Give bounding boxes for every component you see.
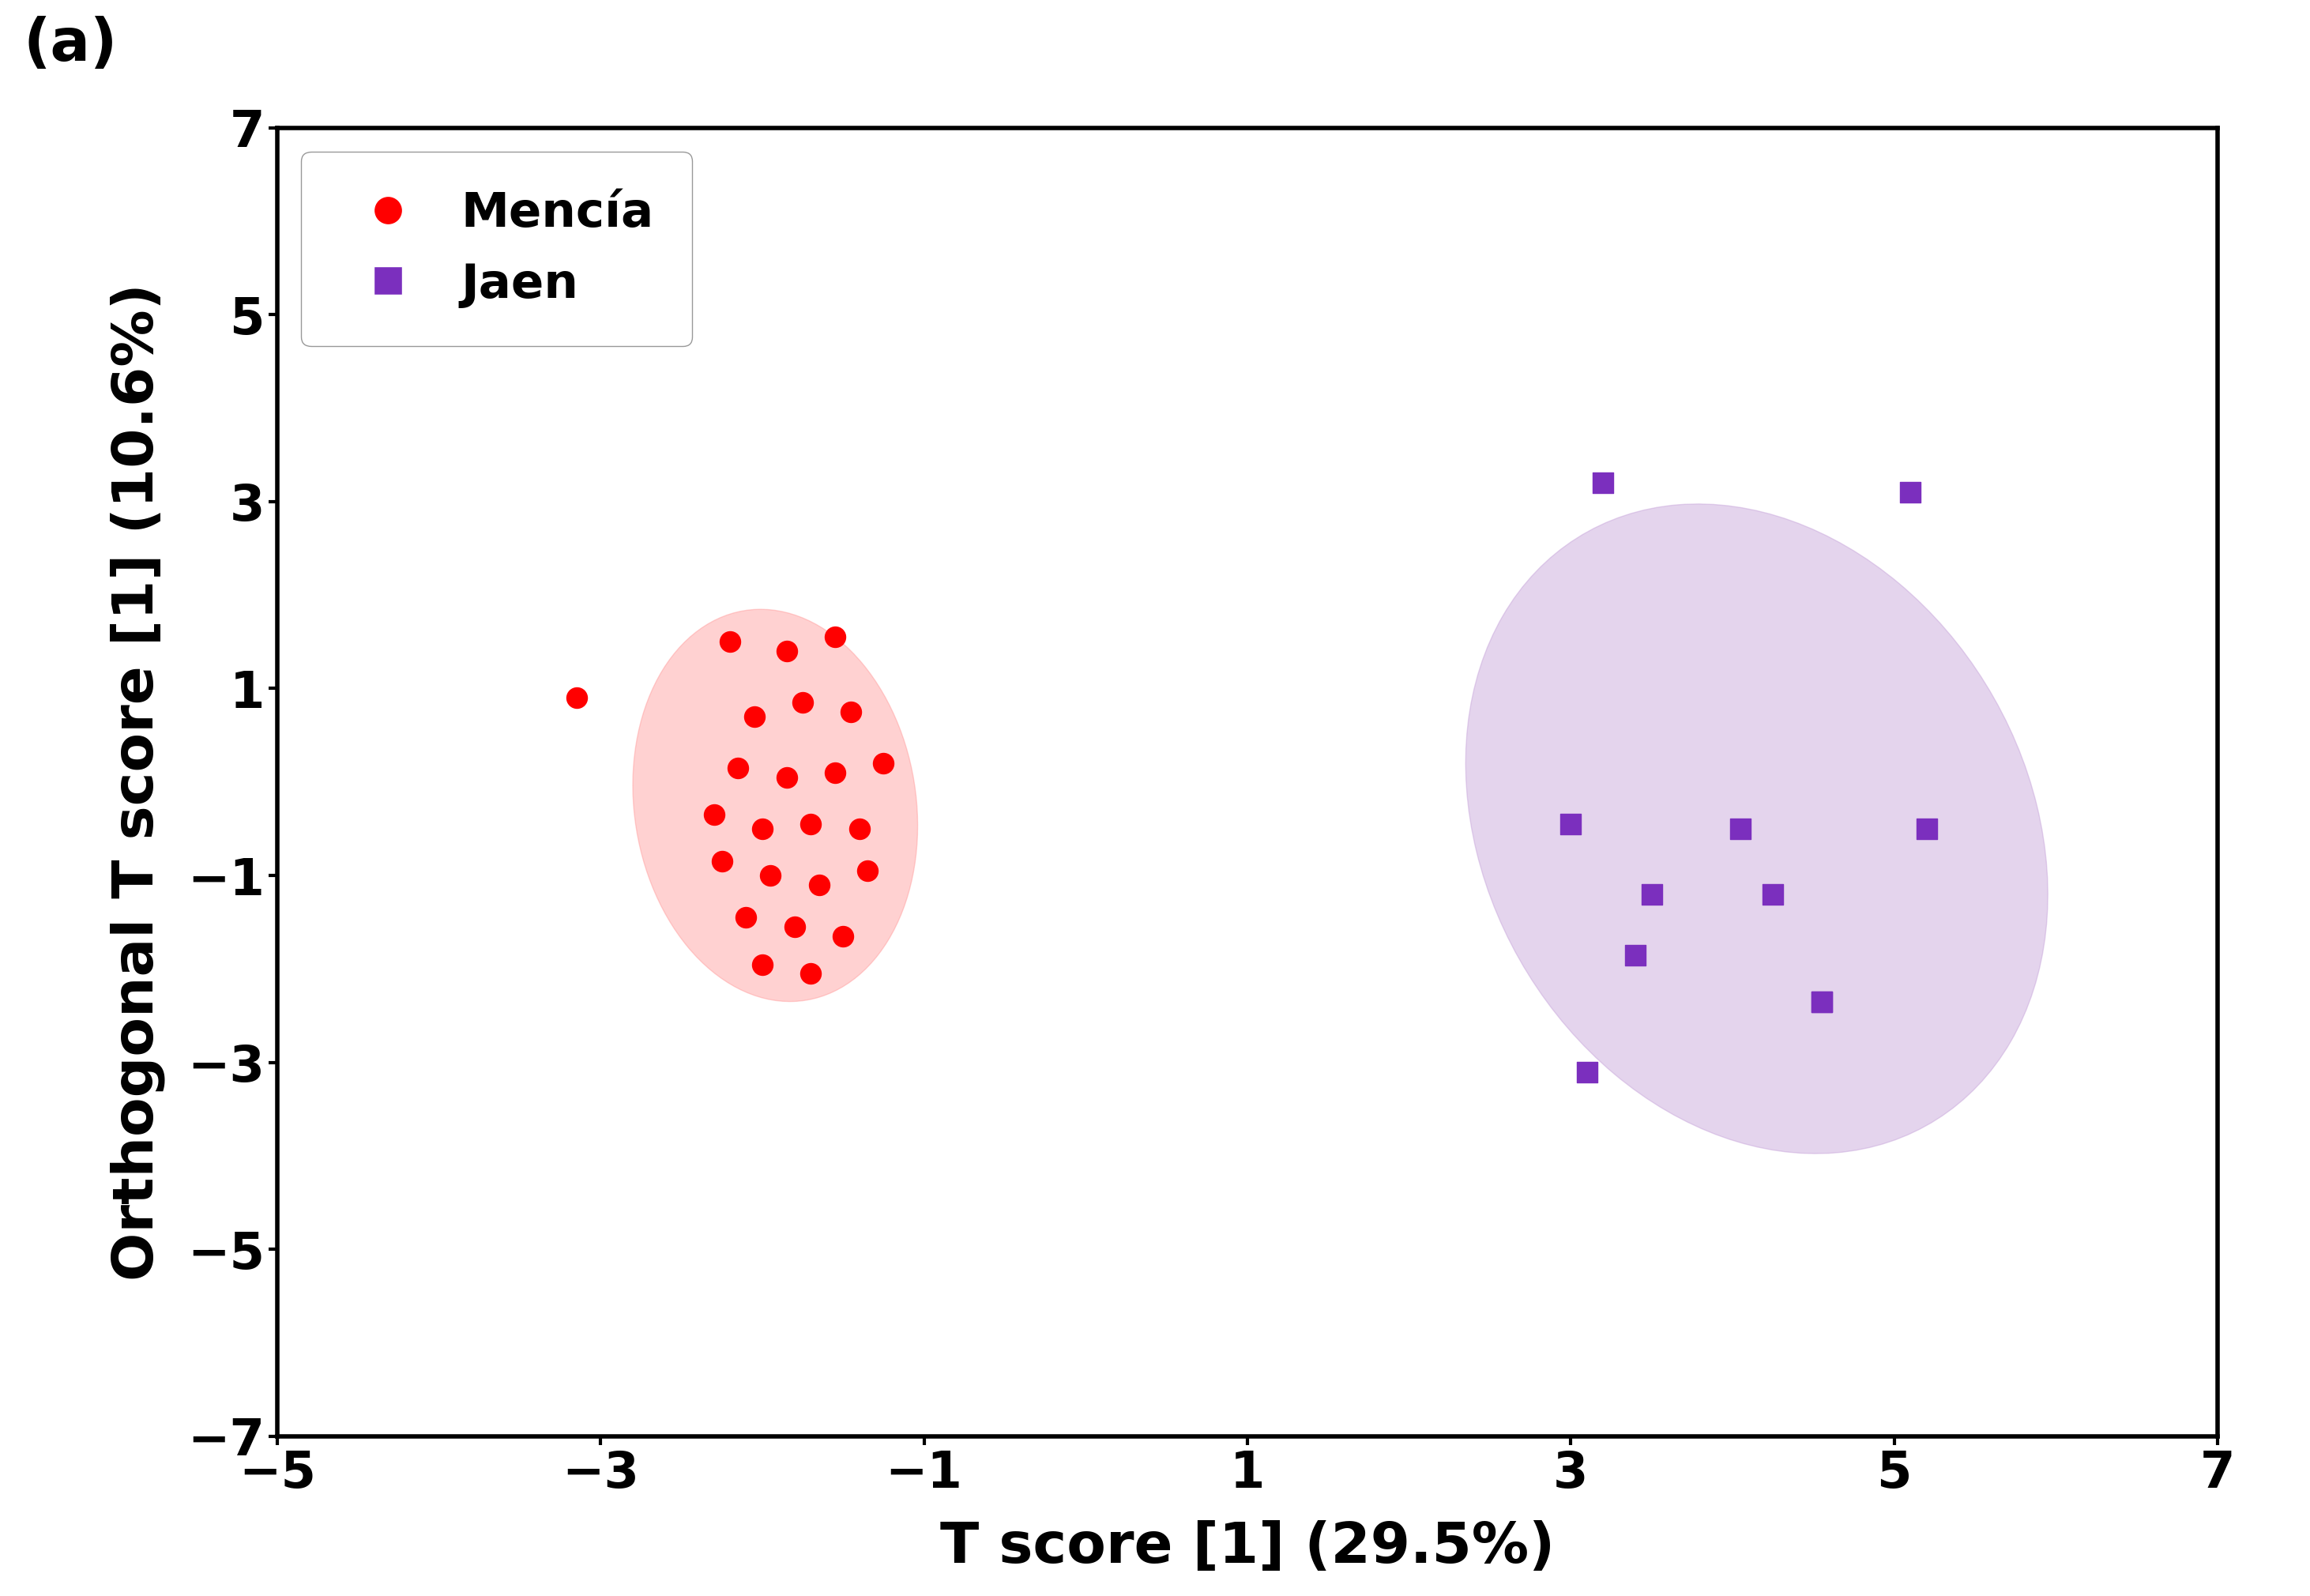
Point [728,905,765,930]
Point [1892,479,1929,504]
Point [815,624,852,650]
Point [695,803,732,828]
Point [1802,990,1839,1015]
X-axis label: T score [1] (29.5%): T score [1] (29.5%) [940,1519,1555,1575]
Point [751,863,788,889]
Ellipse shape [1465,504,2049,1154]
Point [825,924,862,950]
Point [1552,811,1589,836]
Point [1753,881,1790,907]
Point [841,816,878,841]
Point [848,859,885,884]
Point [711,629,748,654]
Ellipse shape [633,610,917,1002]
Point [702,849,739,875]
Legend: Mencía, Jaen: Mencía, Jaen [300,152,693,346]
Point [792,961,829,986]
Point [1633,881,1670,907]
Point [735,704,772,729]
Point [792,811,829,836]
Point [1568,1060,1605,1085]
Point [799,871,836,897]
Point [832,699,869,725]
Point [744,816,781,841]
Point [1585,471,1622,496]
Point [767,764,804,790]
Point [557,685,594,710]
Point [1721,816,1758,841]
Point [864,750,901,776]
Text: (a): (a) [23,16,118,73]
Y-axis label: Orthogonal T score [1] (10.6%): Orthogonal T score [1] (10.6%) [111,282,166,1282]
Point [1617,942,1654,967]
Point [783,689,820,715]
Point [767,638,804,664]
Point [776,915,813,940]
Point [815,760,852,785]
Point [1802,990,1839,1015]
Point [1908,816,1945,841]
Point [744,951,781,977]
Point [718,755,755,780]
